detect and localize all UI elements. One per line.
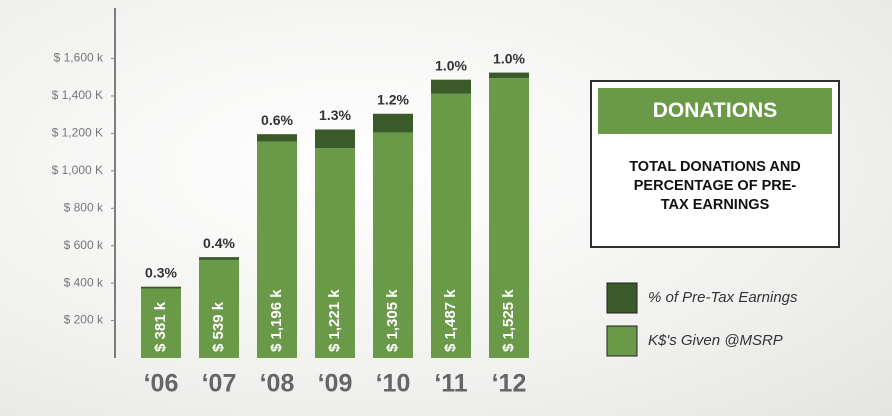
legend-label: % of Pre-Tax Earnings (648, 289, 798, 306)
bar-total-label: $ 1,221 k (326, 289, 343, 352)
percent-label: 1.2% (377, 91, 409, 107)
legend-swatch (606, 282, 638, 314)
y-tick-label: $ 800 k (64, 200, 104, 214)
x-tick-label: ‘08 (260, 370, 295, 398)
bar-segment (489, 78, 529, 358)
x-tick-label: ‘10 (376, 370, 411, 398)
bar-segment (199, 259, 239, 358)
chart-subtitle: TOTAL DONATIONS AND PERCENTAGE OF PRE-TA… (629, 159, 801, 213)
bar-segment (315, 148, 355, 358)
bar-segment (257, 141, 297, 358)
percent-label: 0.3% (145, 264, 177, 280)
percent-label: 1.3% (319, 107, 351, 123)
y-tick-label: $ 1,200 K (52, 126, 103, 140)
y-tick-label: $ 1,400 K (52, 88, 103, 102)
bar-total-label: $ 381 k (152, 301, 169, 352)
bar-total-label: $ 1,305 k (384, 289, 401, 352)
legend-label: K$'s Given @MSRP (648, 332, 783, 349)
x-tick-label: ‘09 (318, 370, 353, 398)
bar-segment (141, 288, 181, 358)
percent-label: 0.6% (261, 112, 293, 128)
bar-total-label: $ 539 k (210, 301, 227, 352)
bar-segment (431, 93, 471, 358)
x-tick-label: ‘07 (202, 370, 237, 398)
bar-segment (141, 286, 181, 289)
x-tick-label: ‘11 (434, 370, 467, 398)
x-tick-label: ‘12 (492, 370, 527, 398)
y-tick-label: $ 200 k (64, 313, 104, 327)
bar-segment (257, 134, 297, 142)
title-box: DONATIONS TOTAL DONATIONS AND PERCENTAGE… (590, 80, 840, 248)
bar-segment (315, 129, 355, 149)
bar-segment (373, 113, 413, 133)
percent-label: 1.0% (493, 50, 525, 66)
bar-total-label: $ 1,196 k (268, 289, 285, 352)
y-tick-label: $ 1,600 k (54, 51, 104, 65)
chart-title: DONATIONS (598, 88, 832, 134)
legend-swatch (606, 325, 638, 357)
x-tick-label: ‘06 (144, 370, 179, 398)
percent-label: 0.4% (203, 235, 235, 251)
bar-segment (199, 257, 239, 260)
bar-total-label: $ 1,487 k (442, 289, 459, 352)
bar-segment (489, 72, 529, 79)
percent-label: 1.0% (435, 57, 467, 73)
y-tick-label: $ 600 k (64, 238, 104, 252)
y-tick-label: $ 400 k (64, 275, 104, 289)
y-tick-label: $ 1,000 K (52, 163, 103, 177)
bar-segment (431, 79, 471, 94)
bar-segment (373, 132, 413, 358)
bar-total-label: $ 1,525 k (500, 289, 517, 352)
